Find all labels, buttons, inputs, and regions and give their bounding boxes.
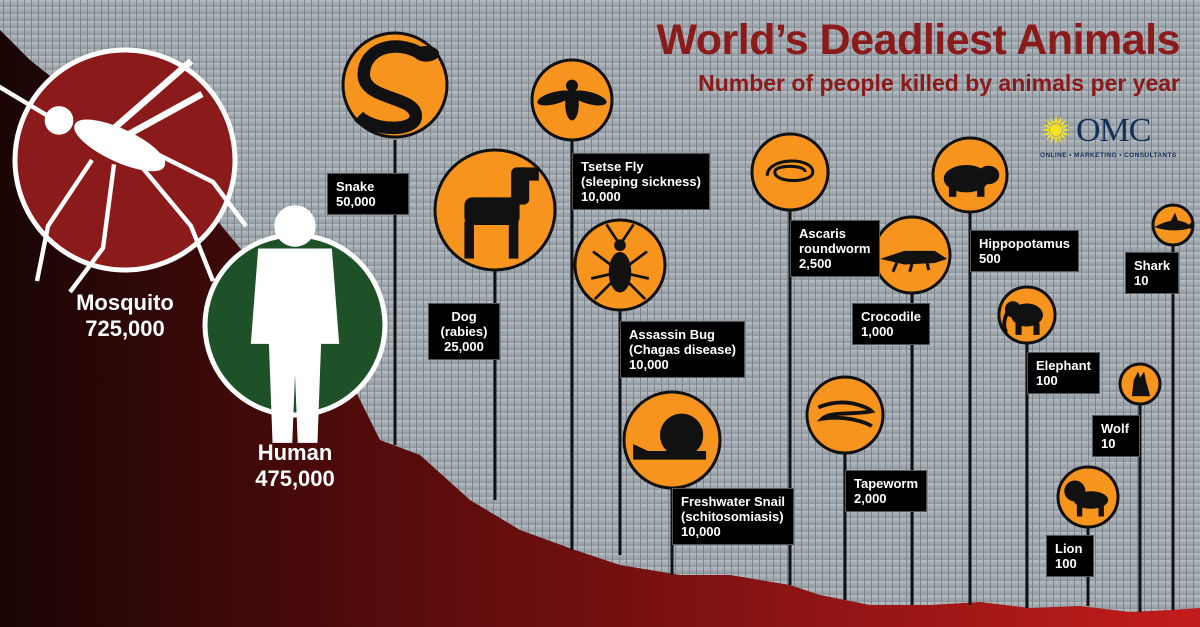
logo-tagline: ONLINE • MARKETING • CONSULTANTS <box>1040 152 1177 159</box>
label-value: 725,000 <box>85 316 165 341</box>
label-ascaris: Ascaris roundworm 2,500 <box>790 220 880 277</box>
label-name: Ascaris <box>799 226 846 241</box>
label-name: Shark <box>1134 258 1171 273</box>
label-tapeworm: Tapeworm 2,000 <box>845 470 928 512</box>
label-tsetse-fly: Tsetse Fly (sleeping sickness) 10,000 <box>572 153 710 210</box>
label-snake: Snake 50,000 <box>327 173 409 215</box>
label-name: Tapeworm <box>854 476 919 491</box>
elephant-icon <box>1002 301 1043 335</box>
label-name: Dog <box>451 309 477 324</box>
label-note: (sleeping sickness) <box>581 174 701 189</box>
label-name: Snake <box>336 179 375 194</box>
chart-title: World’s Deadliest Animals <box>656 16 1180 64</box>
label-note: (rabies) <box>440 324 488 339</box>
omc-logo: OMC ONLINE • MARKETING • CONSULTANTS <box>1040 112 1180 164</box>
label-lion: Lion 100 <box>1046 535 1094 577</box>
label-note: (schitosomiasis) <box>681 509 784 524</box>
label-value: 50,000 <box>336 194 376 209</box>
bug-icon <box>590 223 650 301</box>
label-value: 475,000 <box>255 466 335 491</box>
label-value: 500 <box>979 251 1001 266</box>
label-value: 25,000 <box>444 339 484 354</box>
label-value: 10,000 <box>581 189 621 204</box>
sunburst-icon <box>1041 115 1071 145</box>
label-value: 100 <box>1055 556 1077 571</box>
mosquito-icon <box>0 58 248 294</box>
label-name: Human <box>257 440 333 465</box>
label-value: 1,000 <box>861 324 894 339</box>
label-value: 100 <box>1036 373 1058 388</box>
label-value: 2,500 <box>799 256 832 271</box>
label-mosquito: Mosquito 725,000 <box>45 290 205 342</box>
chart-subtitle: Number of people killed by animals per y… <box>698 70 1180 96</box>
crocodile-icon <box>880 250 948 273</box>
label-value: 10,000 <box>681 524 721 539</box>
label-dog: Dog (rabies) 25,000 <box>428 303 500 360</box>
lion-icon <box>1064 480 1109 517</box>
label-freshwater-snail: Freshwater Snail (schitosomiasis) 10,000 <box>672 488 795 545</box>
snake-icon <box>354 40 440 134</box>
label-name: Hippopotamus <box>979 236 1070 251</box>
label-name: Elephant <box>1036 358 1091 373</box>
mountain-area <box>0 30 1200 627</box>
wolf-icon <box>1131 371 1151 397</box>
label-note: roundworm <box>799 241 871 256</box>
label-assassin-bug: Assassin Bug (Chagas disease) 10,000 <box>620 321 745 378</box>
logo-text: OMC <box>1076 112 1151 149</box>
snail-icon <box>633 413 707 460</box>
tapeworm-icon <box>816 400 876 428</box>
label-value: 2,000 <box>854 491 887 506</box>
dog-icon <box>464 167 539 259</box>
label-hippopotamus: Hippopotamus 500 <box>970 230 1079 272</box>
label-value: 10 <box>1101 436 1116 451</box>
label-shark: Shark 10 <box>1125 252 1180 294</box>
label-note: (Chagas disease) <box>629 342 736 357</box>
label-name: Crocodile <box>861 309 921 324</box>
circle-ascaris <box>750 132 830 212</box>
roundworm-icon <box>765 159 815 183</box>
label-name: Lion <box>1055 541 1083 556</box>
label-wolf: Wolf 10 <box>1092 415 1140 457</box>
label-name: Wolf <box>1101 421 1129 436</box>
hippo-icon <box>943 165 1000 197</box>
fly-icon <box>537 79 607 121</box>
label-value: 10,000 <box>629 357 669 372</box>
label-elephant: Elephant 100 <box>1027 352 1100 394</box>
label-name: Freshwater Snail <box>681 494 786 509</box>
label-human: Human 475,000 <box>215 440 375 492</box>
label-name: Mosquito <box>76 290 174 315</box>
label-value: 10 <box>1134 273 1149 288</box>
label-crocodile: Crocodile 1,000 <box>852 303 930 345</box>
shark-icon <box>1154 212 1194 231</box>
human-icon <box>250 205 340 443</box>
label-name: Tsetse Fly <box>581 159 644 174</box>
label-name: Assassin Bug <box>629 327 715 342</box>
